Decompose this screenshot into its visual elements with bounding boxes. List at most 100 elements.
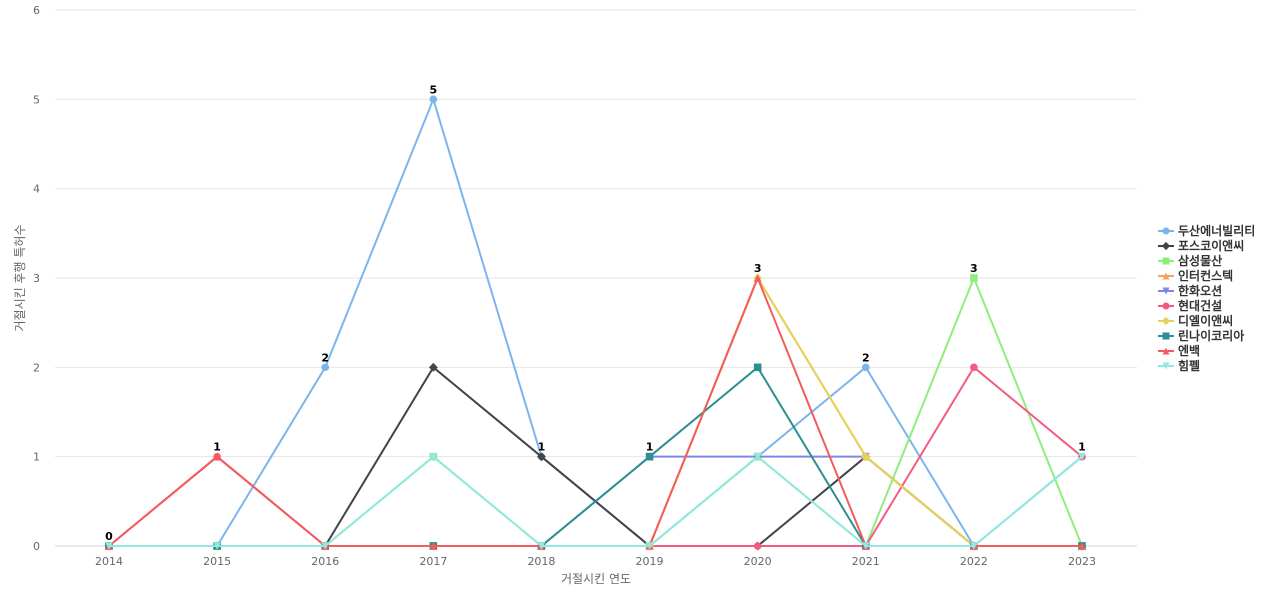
data-point (1162, 227, 1170, 235)
data-point (213, 452, 221, 461)
data-point (753, 452, 762, 461)
series-lines (104, 95, 1087, 551)
x-tick-label: 2023 (1068, 555, 1096, 568)
x-axis-ticks: 2014 2015 2016 2017 2018 2019 2020 2021 2022 2023 (95, 555, 1096, 568)
data-label: 5 (430, 83, 438, 96)
data-label: 1 (646, 441, 654, 454)
legend-item[interactable]: 삼성물산 (1158, 253, 1222, 268)
data-point (105, 542, 113, 550)
data-point (1162, 347, 1170, 355)
data-point (1162, 332, 1170, 340)
legend-item[interactable]: 힘펠 (1158, 358, 1200, 373)
data-point (428, 362, 438, 372)
data-point (321, 542, 330, 550)
data-point (1161, 316, 1171, 326)
data-point (429, 542, 438, 550)
data-label: 1 (1078, 441, 1086, 454)
y-tick-label: 0 (33, 540, 40, 553)
data-point (753, 363, 762, 372)
legend-label: 린나이코리아 (1178, 328, 1244, 343)
y-tick-label: 3 (33, 272, 40, 285)
data-point (1161, 241, 1171, 251)
x-tick-label: 2018 (527, 555, 555, 568)
x-tick-label: 2016 (311, 555, 339, 568)
series-line (109, 277, 1083, 547)
data-point (645, 542, 654, 550)
legend-item[interactable]: 한화오션 (1158, 283, 1222, 298)
y-tick-label: 6 (33, 4, 40, 17)
legend-label: 삼성물산 (1178, 253, 1222, 268)
series-group (105, 274, 1086, 550)
data-point (861, 363, 870, 372)
data-label: 0 (105, 530, 113, 543)
y-tick-label: 4 (33, 183, 40, 196)
legend-item[interactable]: 포스코이앤씨 (1158, 238, 1244, 253)
x-tick-label: 2022 (960, 555, 988, 568)
series-line (109, 277, 1082, 547)
data-point (537, 542, 546, 550)
legend-item[interactable]: 디엘이앤씨 (1158, 313, 1233, 328)
data-point (1162, 302, 1170, 310)
data-point (645, 452, 654, 461)
data-point (861, 452, 871, 462)
y-tick-label: 2 (33, 361, 40, 374)
y-tick-label: 1 (33, 451, 40, 464)
legend-item[interactable]: 린나이코리아 (1158, 328, 1244, 343)
data-point (753, 274, 762, 282)
y-tick-label: 5 (33, 93, 40, 106)
data-point (321, 363, 330, 372)
data-point (1078, 452, 1086, 461)
data-label: 1 (538, 441, 546, 454)
x-tick-label: 2017 (419, 555, 447, 568)
x-axis-title: 거절시킨 연도 (561, 572, 631, 586)
data-label: 3 (970, 262, 978, 275)
legend-label: 디엘이앤씨 (1178, 313, 1233, 328)
legend-label: 한화오션 (1178, 283, 1222, 298)
x-tick-label: 2015 (203, 555, 231, 568)
data-point (1162, 287, 1170, 295)
series-line (109, 455, 1083, 547)
legend-item[interactable]: 두산에너빌리티 (1158, 223, 1255, 238)
data-point (970, 274, 978, 282)
series-line (109, 98, 1083, 547)
x-tick-label: 2021 (852, 555, 880, 568)
series-group (105, 452, 1086, 550)
legend-label: 현대건설 (1178, 298, 1222, 313)
series-line (109, 277, 1082, 547)
series-line (108, 277, 1082, 547)
x-tick-label: 2014 (95, 555, 123, 568)
data-point (429, 452, 438, 461)
data-point (753, 542, 762, 550)
legend-label: 포스코이앤씨 (1178, 238, 1244, 253)
legend-label: 두산에너빌리티 (1178, 223, 1255, 238)
x-tick-label: 2020 (744, 555, 772, 568)
series-group (105, 95, 1086, 550)
data-label: 2 (862, 351, 870, 364)
data-point (861, 542, 870, 550)
legend-item[interactable]: 인터컨스텍 (1158, 268, 1233, 283)
legend-label: 엔백 (1178, 343, 1200, 358)
legend: 두산에너빌리티포스코이앤씨삼성물산인터컨스텍한화오션현대건설디엘이앤씨린나이코리… (1158, 223, 1255, 373)
series-group (105, 274, 1086, 550)
data-point (1162, 362, 1170, 370)
data-point (1162, 257, 1170, 265)
data-point (970, 542, 978, 550)
x-tick-label: 2019 (636, 555, 664, 568)
legend-label: 인터컨스텍 (1178, 268, 1233, 283)
series-group (105, 274, 1086, 550)
legend-label: 힘펠 (1178, 358, 1200, 373)
y-axis-title: 거절시킨 후행 특허수 (12, 225, 27, 332)
data-point (429, 95, 438, 104)
data-point (1078, 542, 1086, 550)
data-label: 3 (754, 262, 762, 275)
data-label: 2 (321, 351, 329, 364)
y-axis-ticks: 0 1 2 3 4 5 6 (33, 4, 40, 553)
grid-lines (55, 9, 1137, 547)
data-point (213, 542, 221, 550)
legend-item[interactable]: 현대건설 (1158, 298, 1222, 313)
data-label: 1 (213, 441, 221, 454)
series-group (104, 273, 1087, 551)
data-labels: 0 1 2 5 1 1 3 2 3 1 (105, 83, 1086, 543)
legend-item[interactable]: 엔백 (1158, 343, 1200, 358)
